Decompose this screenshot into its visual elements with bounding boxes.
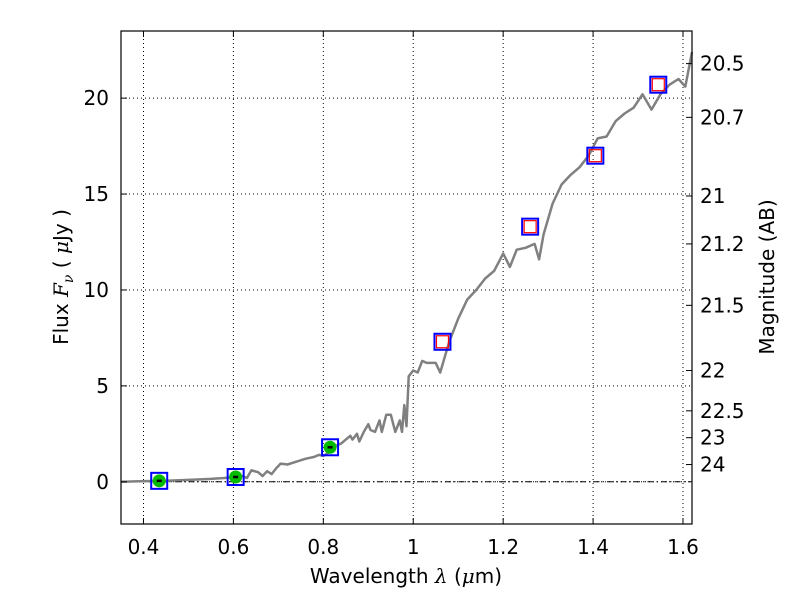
flux-box-marker	[649, 75, 668, 94]
x-tick-label: 0.4	[128, 535, 160, 559]
magnitude-tick-label: 22	[700, 359, 725, 383]
plot-frame	[120, 30, 693, 525]
magnitude-tick-label: 22.5	[700, 399, 745, 423]
x-tick-label: 0.6	[217, 535, 249, 559]
x-tick-labels: 0.4 0.6 0.8 1 1.2 1.4 1.6	[128, 535, 699, 559]
magnitude-tick-label: 23	[700, 426, 725, 450]
model-flux-marker	[435, 335, 450, 349]
detected-flux-point	[226, 468, 245, 487]
flux-box-marker	[586, 146, 605, 165]
magnitude-tick-label: 20.5	[700, 52, 745, 76]
x-tick-label: 1.2	[487, 535, 519, 559]
magnitude-tick-label: 21.5	[700, 293, 745, 317]
x-tick-label: 0.8	[307, 535, 339, 559]
y-tick-labels: 0 5 10 15 20	[84, 86, 109, 494]
y-tick-label: 5	[96, 374, 109, 398]
magnitude-tick-label: 20.7	[700, 105, 745, 129]
model-flux-point	[521, 217, 540, 236]
magnitude-tick-label: 24	[700, 453, 725, 477]
model-flux-marker	[588, 149, 602, 163]
model-flux-marker	[651, 78, 665, 92]
y-tick-label: 15	[84, 182, 109, 206]
y-tick-label: 10	[84, 278, 109, 302]
x-tick-label: 1	[407, 535, 420, 559]
magnitude-tick-labels: 20.5 20.7 21 21.2 21.5 22 22.5 23 24	[700, 52, 745, 477]
flux-box-marker	[433, 332, 452, 351]
flux-box-marker	[321, 438, 340, 457]
model-flux-point	[586, 146, 605, 165]
x-axis-title: Wavelength λ (μm)	[310, 564, 502, 588]
model-flux-point	[649, 75, 668, 94]
x-tick-label: 1.6	[667, 535, 699, 559]
sed-model-line	[120, 51, 694, 484]
flux-box-marker	[521, 217, 540, 236]
magnitude-tick-label: 21	[700, 184, 725, 208]
model-flux-marker	[523, 220, 537, 234]
y-axis-title: Flux Fν ( μJy )	[49, 209, 77, 345]
detected-flux-point	[150, 471, 169, 490]
flux-box-marker	[150, 471, 169, 490]
axis-ticks	[121, 31, 692, 524]
y-tick-label: 20	[84, 86, 109, 110]
detected-flux-point	[321, 438, 340, 457]
flux-box-marker	[226, 468, 245, 487]
photometry-points	[150, 75, 668, 490]
magnitude-tick-label: 21.2	[700, 232, 745, 256]
model-flux-point	[433, 332, 452, 351]
x-tick-label: 1.4	[577, 535, 609, 559]
magnitude-axis-title: Magnitude (AB)	[755, 199, 779, 354]
y-tick-label: 0	[96, 470, 109, 494]
grid-lines	[121, 31, 692, 524]
